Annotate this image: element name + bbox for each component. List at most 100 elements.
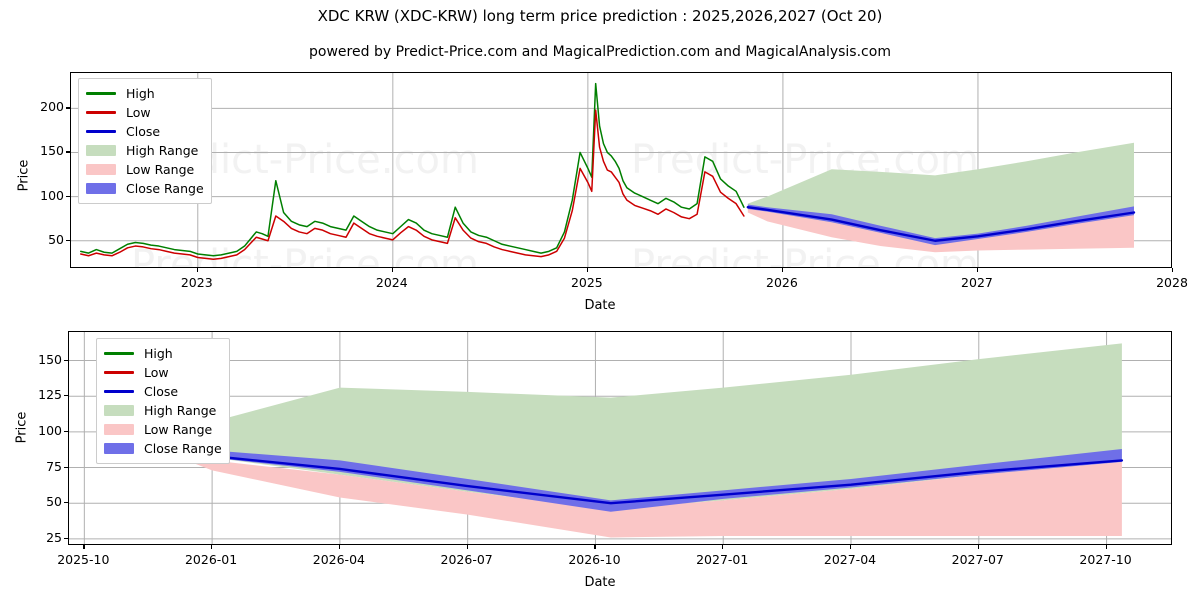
band-low-range bbox=[186, 454, 1122, 538]
top-chart-panel: Price Predict-Price.com Predict-Price.com… bbox=[17, 72, 1188, 313]
x-tick-mark bbox=[977, 545, 979, 549]
watermark-text: Predict-Price.com bbox=[131, 242, 479, 268]
y-tick-label: 25 bbox=[46, 529, 62, 545]
top-chart-legend-label: Close Range bbox=[126, 181, 204, 196]
x-tick-label: 2025-10 bbox=[57, 552, 110, 567]
y-tick-mark bbox=[64, 395, 68, 397]
y-tick-label: 150 bbox=[38, 351, 62, 367]
legend-patch-swatch-icon bbox=[85, 144, 117, 157]
top-chart-legend-label: Low Range bbox=[126, 162, 195, 177]
x-tick-mark bbox=[850, 545, 852, 549]
y-tick-mark bbox=[66, 107, 70, 109]
top-chart-x-axis-label: Date bbox=[584, 298, 616, 313]
x-tick-label: 2026 bbox=[766, 275, 798, 290]
x-tick-label: 2027-04 bbox=[823, 552, 877, 567]
y-tick-mark bbox=[64, 466, 68, 468]
x-tick-mark bbox=[83, 545, 85, 549]
legend-line-swatch-icon bbox=[103, 385, 135, 398]
bottom-chart-x-axis-label: Date bbox=[584, 575, 616, 590]
page-subtitle: powered by Predict-Price.com and Magical… bbox=[309, 44, 891, 60]
x-tick-label: 2027 bbox=[961, 275, 993, 290]
bottom-chart-legend-item: High bbox=[103, 344, 221, 363]
bottom-chart-legend-label: Close bbox=[144, 384, 179, 399]
bottom-chart-legend-label: High Range bbox=[144, 403, 217, 418]
top-chart-legend-item: Close Range bbox=[85, 179, 204, 198]
top-chart-legend-item: Close bbox=[85, 122, 203, 141]
x-tick-mark bbox=[196, 268, 198, 272]
y-tick-label: 50 bbox=[46, 494, 62, 510]
legend-patch-swatch-icon bbox=[103, 442, 135, 455]
legend-patch-swatch-icon bbox=[85, 182, 117, 195]
x-tick-label: 2027-01 bbox=[696, 552, 749, 567]
x-tick-mark bbox=[594, 545, 596, 549]
legend-patch-swatch-icon bbox=[103, 423, 135, 436]
x-tick-mark bbox=[1105, 545, 1107, 549]
x-tick-label: 2024 bbox=[375, 275, 408, 290]
bottom-chart-legend-item: Low Range bbox=[103, 420, 221, 439]
x-tick-mark bbox=[722, 545, 724, 549]
y-tick-label: 150 bbox=[40, 143, 64, 159]
x-tick-mark bbox=[1172, 268, 1174, 272]
x-tick-mark bbox=[466, 545, 468, 549]
bottom-chart-legend-item: High Range bbox=[103, 401, 221, 420]
y-tick-label: 50 bbox=[48, 231, 64, 247]
legend-line-swatch-icon bbox=[85, 87, 117, 100]
x-tick-mark bbox=[211, 545, 213, 549]
band-high-range bbox=[186, 343, 1122, 509]
y-tick-label: 100 bbox=[38, 422, 62, 438]
bottom-chart-legend: High Low Close High Range Low Range Close Ran… bbox=[96, 338, 230, 464]
top-chart-plot-area: Predict-Price.com Predict-Price.com Predic… bbox=[70, 72, 1172, 268]
series-line-close bbox=[185, 453, 1124, 505]
bottom-chart-legend-label: High bbox=[144, 346, 173, 361]
top-chart-legend: High Low Close High Range Low Range Close Ran… bbox=[78, 78, 212, 204]
x-tick-label: 2027-07 bbox=[951, 552, 1004, 567]
y-tick-mark bbox=[64, 359, 68, 361]
x-tick-mark bbox=[338, 545, 341, 549]
top-chart-legend-label: High bbox=[126, 86, 155, 101]
series-line-close-forecast bbox=[746, 206, 1136, 242]
bottom-chart-legend-label: Low bbox=[144, 365, 169, 380]
x-tick-mark bbox=[781, 268, 784, 272]
page-title: XDC KRW (XDC-KRW) long term price predic… bbox=[317, 7, 883, 25]
bottom-chart-legend-label: Low Range bbox=[144, 422, 213, 437]
x-tick-mark bbox=[586, 268, 589, 272]
x-tick-mark bbox=[391, 268, 393, 272]
y-tick-mark bbox=[66, 151, 70, 153]
y-tick-mark bbox=[64, 430, 68, 433]
band-low-range bbox=[747, 208, 1134, 253]
legend-line-swatch-icon bbox=[85, 125, 117, 138]
legend-patch-swatch-icon bbox=[85, 163, 117, 176]
x-tick-label: 2023 bbox=[180, 275, 213, 290]
y-tick-label: 100 bbox=[40, 187, 64, 203]
legend-line-swatch-icon bbox=[103, 347, 135, 360]
top-chart-legend-label: High Range bbox=[126, 143, 199, 158]
x-tick-label: 2027-10 bbox=[1079, 552, 1132, 567]
top-chart-legend-item: High bbox=[85, 84, 203, 103]
series-line-low bbox=[80, 109, 745, 261]
bottom-chart-legend-item: Close Range bbox=[103, 439, 222, 458]
series-line-high bbox=[80, 82, 745, 257]
x-tick-label: 2026-01 bbox=[184, 552, 238, 567]
x-tick-label: 2026-07 bbox=[440, 552, 493, 567]
top-chart-legend-item: Low bbox=[85, 103, 203, 122]
x-tick-label: 2028 bbox=[1156, 275, 1188, 290]
legend-line-swatch-icon bbox=[85, 106, 117, 119]
y-tick-label: 200 bbox=[40, 99, 64, 115]
y-tick-label: 75 bbox=[46, 458, 62, 474]
x-tick-label: 2025 bbox=[570, 275, 603, 290]
top-chart-legend-item: High Range bbox=[85, 141, 203, 160]
y-tick-label: 125 bbox=[38, 387, 62, 403]
x-tick-label: 2026-04 bbox=[312, 552, 365, 567]
legend-patch-swatch-icon bbox=[103, 404, 135, 417]
x-tick-label: 2026-10 bbox=[568, 552, 621, 567]
bottom-chart-legend-label: Close Range bbox=[144, 441, 222, 456]
y-tick-mark bbox=[66, 195, 70, 197]
legend-line-swatch-icon bbox=[103, 366, 135, 379]
x-tick-mark bbox=[976, 268, 979, 272]
bottom-chart-legend-item: Close bbox=[103, 382, 221, 401]
y-tick-mark bbox=[66, 239, 70, 241]
y-tick-mark bbox=[64, 502, 68, 504]
top-chart-legend-item: Low Range bbox=[85, 160, 203, 179]
